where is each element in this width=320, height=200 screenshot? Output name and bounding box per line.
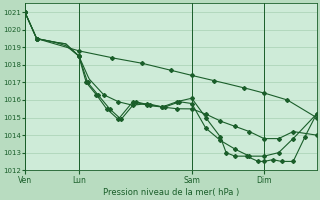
X-axis label: Pression niveau de la mer( hPa ): Pression niveau de la mer( hPa ) (103, 188, 239, 197)
